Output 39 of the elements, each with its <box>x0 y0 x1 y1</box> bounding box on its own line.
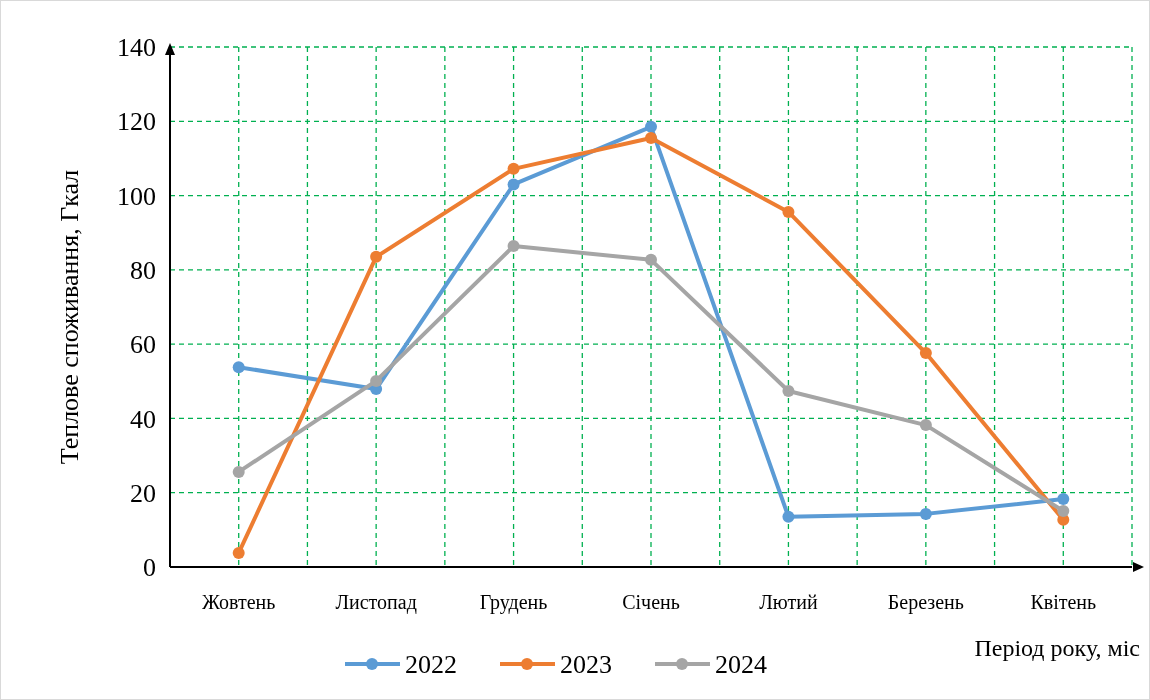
y-tick-label: 0 <box>143 553 156 583</box>
x-tick-label: Березень <box>887 591 964 614</box>
point <box>919 347 932 360</box>
point <box>232 361 245 374</box>
point <box>782 384 795 397</box>
point <box>370 374 383 387</box>
point <box>645 120 657 133</box>
point <box>645 253 657 266</box>
x-tick-label: Грудень <box>479 591 548 614</box>
point <box>919 419 932 432</box>
x-tick-label: Січень <box>622 591 680 613</box>
x-tick-label: Лютий <box>759 591 818 613</box>
point <box>507 162 520 175</box>
point <box>507 178 520 191</box>
point <box>645 132 657 144</box>
y-tick-label: 20 <box>130 478 156 508</box>
y-tick-label: 120 <box>117 107 156 137</box>
x-tick-label: Жовтень <box>202 591 276 613</box>
y-axis-title: Теплове споживання, Гкал <box>55 169 84 465</box>
point <box>1057 504 1070 517</box>
legend-label: 2022 <box>405 650 457 680</box>
y-tick-label: 40 <box>130 404 156 434</box>
point <box>507 240 520 253</box>
point <box>782 510 795 523</box>
y-tick-label: 140 <box>117 33 156 63</box>
point <box>232 465 245 478</box>
y-tick-label: 60 <box>130 330 156 360</box>
legend-label: 2023 <box>560 650 612 680</box>
y-tick-label: 100 <box>117 181 156 211</box>
point <box>919 507 932 520</box>
point <box>782 205 795 218</box>
point <box>1057 493 1070 506</box>
x-axis-title: Період року, міс <box>974 635 1140 661</box>
point <box>232 546 245 559</box>
x-tick-label: Листопад <box>335 591 417 614</box>
x-tick-label: Квітень <box>1030 591 1097 613</box>
legend-label: 2024 <box>715 650 767 680</box>
point <box>370 250 383 263</box>
y-tick-label: 80 <box>130 255 156 285</box>
